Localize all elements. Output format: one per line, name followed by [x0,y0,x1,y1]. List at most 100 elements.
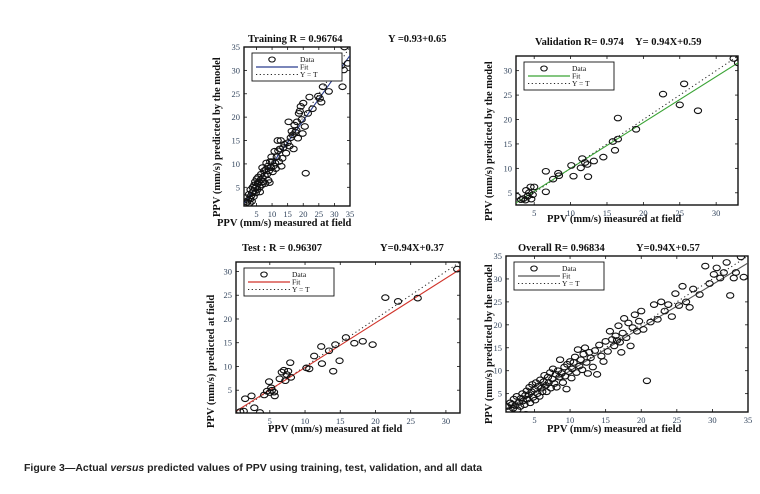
data-point [239,407,248,413]
data-point [610,342,619,350]
fit-line [516,62,738,204]
data-point [267,386,277,394]
data-point [658,90,668,98]
data-point [567,374,576,382]
y-axis-label: PPV (mm/s) predicted by the model [484,264,495,424]
data-point [548,365,558,373]
data-point [317,98,326,106]
y-tick-label: 35 [232,42,241,52]
data-point [580,344,590,352]
data-point [267,153,276,161]
data-point [582,359,591,366]
panel-equation: Y= 0.94X+0.59 [635,37,702,48]
data-point [729,56,738,62]
data-point [286,374,296,381]
y-tick-label: 10 [504,163,513,173]
data-point [247,197,256,205]
legend-entry-y-t: Y = T [300,70,318,79]
data-point [657,298,666,306]
legend-entry-data: Data [300,55,315,64]
data-point [278,154,287,162]
data-point [709,271,718,278]
data-point [255,188,265,196]
data-point [569,172,578,180]
data-point [578,366,587,374]
data-point [693,107,703,115]
data-point [555,356,565,364]
data-point [270,392,279,400]
data-point [338,83,347,91]
x-tick-label: 25 [673,415,682,425]
data-point [241,395,250,403]
data-point [580,159,590,166]
data-point [266,164,275,172]
data-point [586,354,595,362]
y-tick-label: 10 [232,159,241,169]
data-point [678,282,687,290]
data-point [329,367,338,375]
data-point [599,358,608,365]
caption-prefix: Figure 3—Actual [24,462,111,474]
data-point [685,304,694,311]
y-tick-label: 25 [224,290,233,300]
data-point [521,196,530,204]
data-point [599,153,608,161]
data-point [393,298,403,305]
data-point [739,273,748,281]
data-point [583,173,593,181]
y-tick-label: 5 [508,188,512,198]
x-tick-label: 15 [603,208,612,218]
data-point [236,408,245,413]
data-point [310,352,319,360]
y-tick-label: 15 [224,338,233,348]
data-point [695,291,704,298]
data-point [301,169,310,177]
data-point [315,95,324,102]
data-point [614,322,623,330]
data-point [283,367,293,375]
panel-equation: Y=0.94X+0.57 [636,243,700,254]
data-point [716,274,725,282]
legend-entry-fit: Fit [572,72,581,81]
x-tick-label: 5 [532,415,536,425]
panel-equation: Y=0.94X+0.37 [380,243,444,254]
legend-entry-data: Data [292,270,307,279]
data-point [324,347,334,355]
data-point [516,403,525,410]
y-tick-label: 15 [232,136,241,146]
y-tick-label: 10 [224,361,233,371]
data-point [541,188,550,196]
data-point [674,302,684,309]
legend-entry-fit: Fit [292,278,301,287]
data-point [277,162,286,170]
identity-line [516,56,738,205]
x-tick-label: 10 [566,415,575,425]
y-tick-label: 20 [224,314,233,324]
x-tick-label: 20 [639,208,648,218]
data-point [639,326,648,333]
data-point [626,342,635,350]
x-tick-label: 20 [299,209,308,219]
data-point [558,379,568,386]
x-tick-label: 25 [315,209,324,219]
data-point [605,327,615,335]
data-point [736,256,746,261]
legend-entry-fit: Fit [562,272,571,281]
x-tick-label: 20 [371,416,380,426]
data-point [281,149,291,157]
data-point [413,294,422,302]
data-point [628,324,637,331]
data-point [610,146,620,154]
data-point [259,178,268,186]
data-point [554,172,564,180]
data-point [624,319,633,327]
legend-entry-data: Data [572,64,587,73]
x-tick-label: 5 [254,209,258,219]
x-tick-label: 15 [336,416,345,426]
